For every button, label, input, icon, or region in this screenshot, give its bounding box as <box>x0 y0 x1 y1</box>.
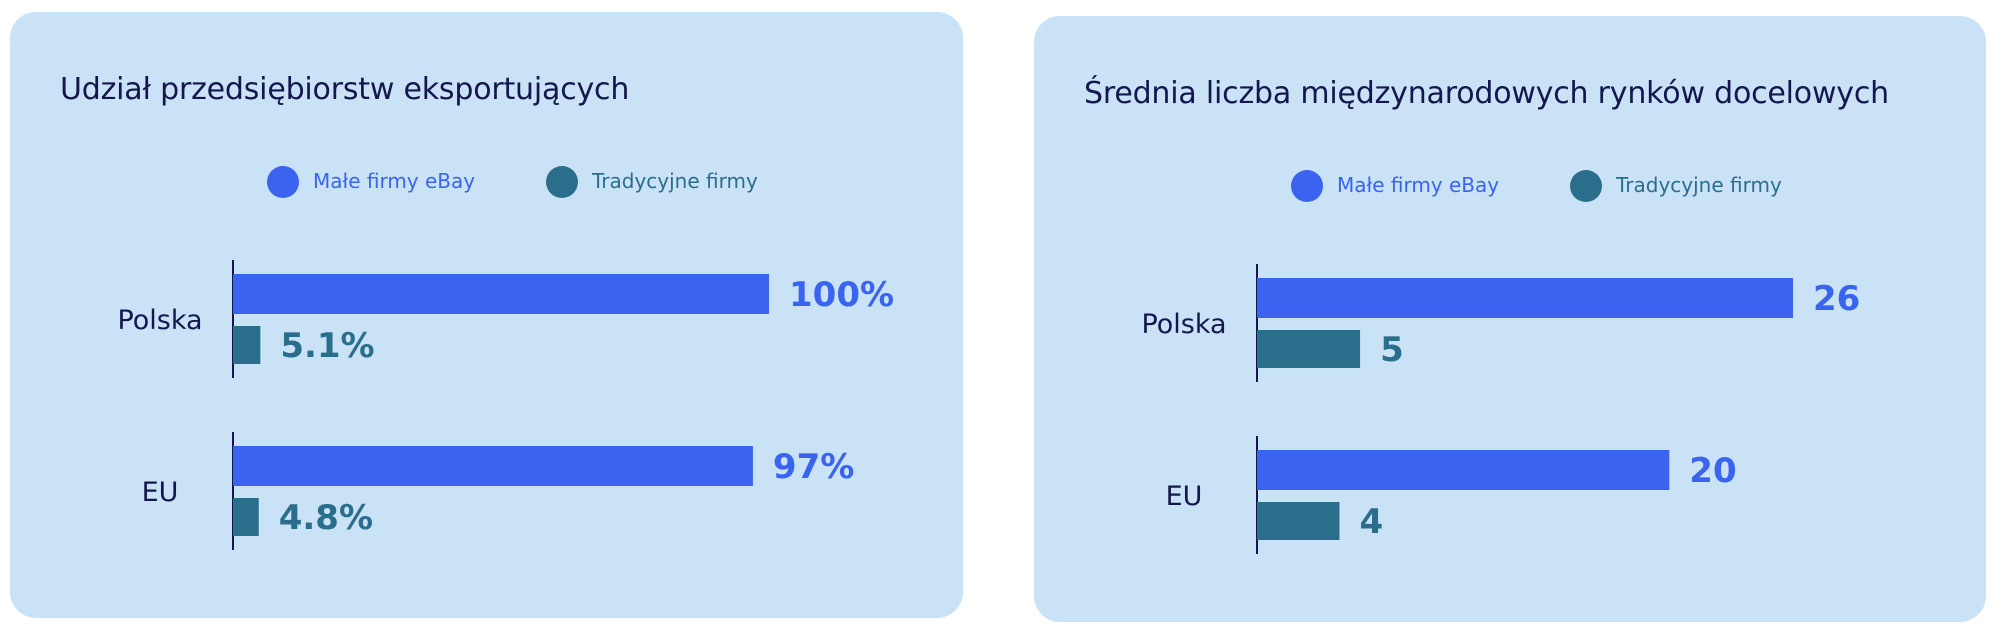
category-label: Polska <box>117 305 202 336</box>
bar-ebay <box>233 446 753 486</box>
category-label: EU <box>142 477 179 508</box>
dot-icon <box>1570 170 1602 202</box>
chart-title: Udział przedsiębiorstw eksportujących <box>60 72 630 107</box>
legend-label: Małe firmy eBay <box>1337 173 1500 197</box>
category-label: Polska <box>1141 309 1226 340</box>
data-label: 20 <box>1689 451 1736 491</box>
legend-label: Tradycyjne firmy <box>592 169 758 193</box>
category-label: EU <box>1166 481 1203 512</box>
data-label: 97% <box>773 447 854 487</box>
data-label: 4.8% <box>279 498 373 538</box>
bar-ebay <box>1257 278 1793 318</box>
bar-traditional <box>1257 330 1361 368</box>
dot-icon <box>267 166 299 198</box>
dot-icon <box>546 166 578 198</box>
bar-ebay <box>1257 450 1670 490</box>
bar-traditional <box>233 326 261 364</box>
chart-panel-export-share: Udział przedsiębiorstw eksportujących Ma… <box>10 12 963 618</box>
bar-traditional <box>233 498 259 536</box>
data-label: 26 <box>1813 279 1860 319</box>
bar-chart-target-markets: Polska 26 5 EU 20 4 <box>1141 264 1860 554</box>
data-label: 100% <box>789 275 894 315</box>
data-label: 5 <box>1380 330 1404 370</box>
chart-title: Średnia liczba międzynarodowych rynków d… <box>1084 76 1889 111</box>
chart-panel-target-markets: Średnia liczba międzynarodowych rynków d… <box>1034 16 1986 622</box>
legend-label: Tradycyjne firmy <box>1616 173 1782 197</box>
bar-traditional <box>1257 502 1340 540</box>
data-label: 5.1% <box>280 326 374 366</box>
legend-label: Małe firmy eBay <box>313 169 476 193</box>
dot-icon <box>1291 170 1323 202</box>
bar-chart-export-share: Polska 100% 5.1% EU 97% 4.8% <box>117 260 894 550</box>
bar-ebay <box>233 274 769 314</box>
data-label: 4 <box>1359 502 1383 542</box>
